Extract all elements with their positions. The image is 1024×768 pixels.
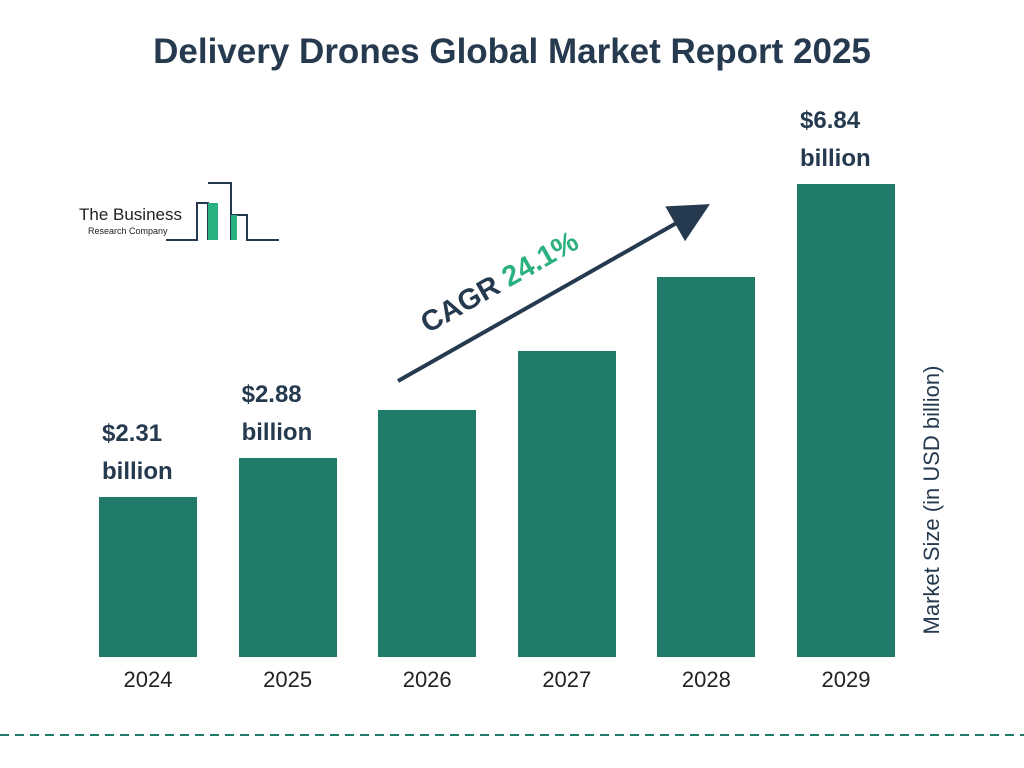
logo-subtext: Research Company: [88, 226, 168, 236]
bar: [378, 410, 477, 657]
value-label: $2.31 billion: [102, 420, 173, 486]
y-axis-label: Market Size (in USD billion): [919, 365, 944, 635]
bar: [517, 350, 616, 657]
logo-text: The Business: [79, 205, 182, 224]
x-tick-label: 2025: [263, 667, 313, 692]
value-label: $6.84 billion: [800, 107, 871, 172]
logo-mark: [166, 182, 279, 241]
x-tick-label: 2024: [123, 667, 173, 692]
bar: [99, 497, 197, 657]
value-label: $2.88 billion: [241, 380, 313, 446]
chart-title: Delivery Drones Global Market Report 202…: [153, 32, 871, 71]
x-tick-label: 2026: [402, 667, 452, 692]
x-tick-label: 2029: [821, 667, 871, 692]
bar: [797, 184, 895, 657]
bar: [238, 457, 337, 657]
bar: [657, 276, 756, 657]
x-tick-label: 2028: [681, 667, 731, 692]
cagr-arrow: [397, 204, 710, 383]
x-tick-label: 2027: [542, 667, 592, 692]
